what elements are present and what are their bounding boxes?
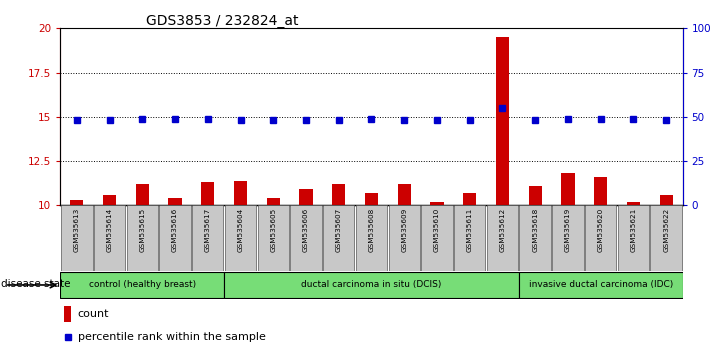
Bar (103, 195, 116, 205)
Bar (463, 193, 476, 205)
Text: GSM535619: GSM535619 (565, 208, 571, 252)
Bar (618, 205, 649, 271)
Text: GSM535622: GSM535622 (663, 208, 669, 252)
Text: GSM535604: GSM535604 (237, 208, 244, 252)
Text: GSM535620: GSM535620 (598, 208, 604, 252)
Text: GSM535614: GSM535614 (107, 208, 112, 252)
Bar (356, 205, 387, 271)
Text: GSM535613: GSM535613 (74, 208, 80, 252)
Bar (529, 186, 542, 205)
Bar (63, 306, 71, 321)
Text: GSM535609: GSM535609 (401, 208, 407, 252)
Bar (267, 198, 280, 205)
Bar (60, 272, 224, 298)
Text: disease state: disease state (1, 279, 70, 289)
Bar (454, 205, 486, 271)
Text: GSM535615: GSM535615 (139, 208, 145, 252)
Bar (159, 205, 191, 271)
Bar (299, 189, 313, 205)
Text: GSM535621: GSM535621 (631, 208, 636, 252)
Bar (61, 205, 92, 271)
Text: GSM535610: GSM535610 (434, 208, 440, 252)
Bar (169, 198, 181, 205)
Bar (201, 182, 214, 205)
Bar (224, 272, 519, 298)
Bar (421, 205, 453, 271)
Bar (519, 272, 683, 298)
Bar (94, 205, 125, 271)
Bar (585, 205, 616, 271)
Text: GSM535608: GSM535608 (368, 208, 375, 252)
Bar (594, 177, 607, 205)
Text: GSM535611: GSM535611 (466, 208, 473, 252)
Bar (136, 184, 149, 205)
Bar (430, 202, 444, 205)
Text: control (healthy breast): control (healthy breast) (89, 280, 196, 289)
Bar (127, 205, 158, 271)
Text: GSM535607: GSM535607 (336, 208, 342, 252)
Bar (365, 193, 378, 205)
Text: GSM535605: GSM535605 (270, 208, 277, 252)
Text: GSM535617: GSM535617 (205, 208, 210, 252)
Bar (487, 205, 518, 271)
Text: GSM535616: GSM535616 (172, 208, 178, 252)
Bar (651, 205, 682, 271)
Bar (257, 205, 289, 271)
Bar (520, 205, 551, 271)
Text: count: count (77, 309, 109, 319)
Bar (192, 205, 223, 271)
Text: ductal carcinoma in situ (DCIS): ductal carcinoma in situ (DCIS) (301, 280, 442, 289)
Text: invasive ductal carcinoma (IDC): invasive ductal carcinoma (IDC) (528, 280, 673, 289)
Bar (332, 184, 346, 205)
Bar (397, 184, 411, 205)
Bar (627, 202, 640, 205)
Bar (388, 205, 420, 271)
Bar (660, 195, 673, 205)
Bar (323, 205, 355, 271)
Bar (562, 173, 574, 205)
Text: GSM535618: GSM535618 (533, 208, 538, 252)
Bar (225, 205, 256, 271)
Bar (290, 205, 321, 271)
Bar (70, 200, 83, 205)
Text: GDS3853 / 232824_at: GDS3853 / 232824_at (146, 14, 298, 28)
Text: GSM535612: GSM535612 (499, 208, 506, 252)
Bar (234, 181, 247, 205)
Text: percentile rank within the sample: percentile rank within the sample (77, 332, 265, 342)
Text: GSM535606: GSM535606 (303, 208, 309, 252)
Bar (552, 205, 584, 271)
Bar (496, 37, 509, 205)
